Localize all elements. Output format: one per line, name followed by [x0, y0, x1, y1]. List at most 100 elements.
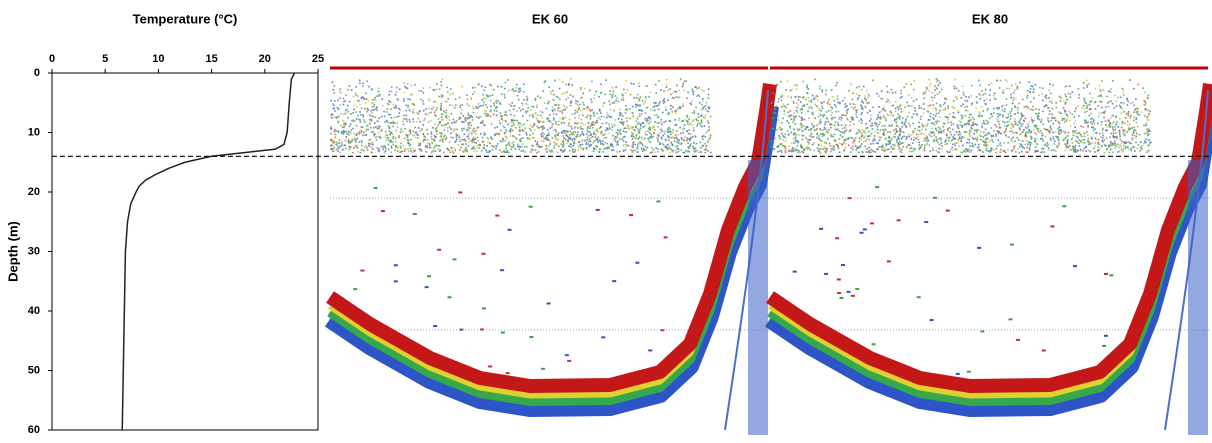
y-axis-label: Depth (m)	[5, 221, 20, 282]
echo-noise	[330, 78, 712, 154]
fish-echo	[393, 280, 398, 283]
panel-title: EK 80	[972, 11, 1008, 26]
fish-echo	[564, 354, 569, 357]
fish-echo	[663, 236, 668, 239]
temperature-line	[121, 72, 296, 431]
fish-echo	[869, 222, 874, 225]
fish-echo	[601, 336, 606, 339]
fish-echo	[924, 221, 929, 224]
side-echo	[1188, 160, 1208, 435]
fish-echo	[458, 191, 463, 194]
fish-echo	[437, 248, 442, 251]
fish-echo	[871, 343, 876, 346]
fish-echo	[447, 296, 452, 299]
fish-echo	[980, 330, 985, 333]
fish-echo	[839, 296, 844, 299]
echogram-panel: EK 60	[324, 11, 779, 435]
fish-echo	[966, 370, 971, 373]
y-tick-label: 50	[28, 364, 40, 376]
echo-noise	[330, 79, 712, 154]
fish-echo	[955, 372, 960, 375]
fish-echo	[360, 269, 365, 272]
fish-echo	[529, 336, 534, 339]
fish-echo	[929, 319, 934, 322]
side-echo	[748, 160, 768, 435]
y-tick-label: 10	[28, 126, 40, 138]
fish-echo	[977, 246, 982, 249]
fish-echo	[916, 296, 921, 299]
fish-echo	[505, 372, 510, 375]
echogram-panel: EK 80	[764, 11, 1212, 435]
fish-echo	[427, 275, 432, 278]
fish-echo	[481, 252, 486, 255]
x-tick-label: 25	[312, 53, 324, 65]
fish-echo	[488, 365, 493, 368]
y-tick-label: 0	[34, 67, 40, 79]
fish-echo	[424, 286, 429, 289]
y-tick-label: 60	[28, 424, 40, 436]
fish-echo	[380, 210, 385, 213]
fish-echo	[1103, 334, 1108, 337]
fish-echo	[1050, 225, 1055, 228]
x-tick-label: 10	[152, 53, 164, 65]
fish-echo	[837, 291, 842, 294]
fish-echo	[635, 261, 640, 264]
fish-echo	[896, 219, 901, 222]
panel-title: EK 60	[532, 11, 568, 26]
fish-echo	[1102, 344, 1107, 347]
echo-noise	[331, 78, 710, 154]
fish-echo	[595, 208, 600, 211]
fish-echo	[541, 367, 546, 370]
fish-echo	[507, 228, 512, 231]
plot-frame	[51, 72, 319, 431]
y-tick-label: 20	[28, 186, 40, 198]
chart-title: Temperature (°C)	[133, 11, 238, 26]
fish-echo	[495, 214, 500, 217]
y-tick-label: 40	[28, 305, 40, 317]
fish-echo	[1016, 338, 1021, 341]
fish-echo	[792, 270, 797, 273]
fish-echo	[850, 294, 855, 297]
fish-echo	[1103, 273, 1108, 276]
fish-echo	[612, 280, 617, 283]
fish-echo	[656, 200, 661, 203]
x-tick-label: 0	[49, 53, 55, 65]
fish-echo	[1008, 318, 1013, 321]
fish-echo	[528, 205, 533, 208]
fish-echo	[859, 231, 864, 234]
y-tick-label: 30	[28, 245, 40, 257]
fish-echo	[567, 359, 572, 362]
fish-echo	[648, 349, 653, 352]
echo-noise	[770, 78, 1151, 154]
fish-echo	[945, 209, 950, 212]
fish-echo	[824, 272, 829, 275]
fish-echo	[840, 263, 845, 266]
fish-echo	[1009, 243, 1014, 246]
x-tick-label: 5	[102, 53, 108, 65]
x-tick-label: 20	[259, 53, 271, 65]
echo-noise	[333, 78, 710, 154]
fish-echo	[1062, 205, 1067, 208]
fish-echo	[1041, 349, 1046, 352]
fish-echo	[835, 237, 840, 240]
fish-echo	[855, 287, 860, 290]
fish-echo	[1073, 265, 1078, 268]
fish-echo	[836, 278, 841, 281]
fish-echo	[452, 258, 457, 261]
x-tick-label: 15	[205, 53, 217, 65]
fish-echo	[862, 228, 867, 231]
fish-echo	[500, 269, 505, 272]
fish-echo	[412, 213, 417, 216]
fish-echo	[886, 260, 891, 263]
fish-echo	[433, 325, 438, 328]
fish-echo	[373, 187, 378, 190]
fish-echo	[1109, 274, 1114, 277]
fish-echo	[846, 290, 851, 293]
fish-echo	[819, 227, 824, 230]
fish-echo	[629, 214, 634, 217]
fish-echo	[353, 288, 358, 291]
fish-echo	[500, 331, 505, 334]
fish-echo	[546, 302, 551, 305]
fish-echo	[481, 307, 486, 310]
